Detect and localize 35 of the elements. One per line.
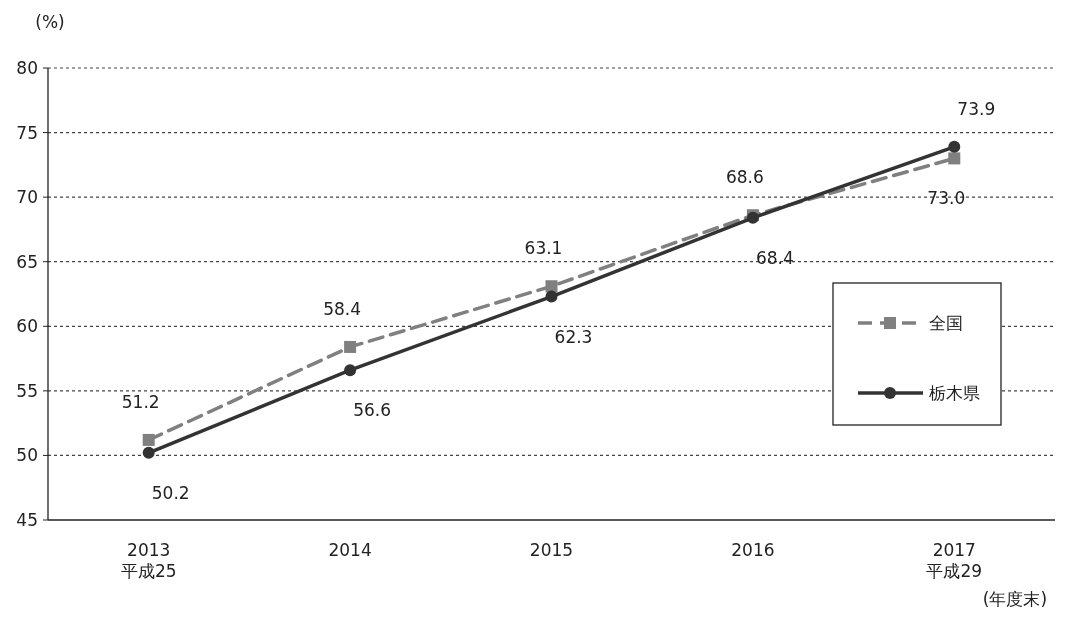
y-tick-label: 55 [16,380,38,401]
point [545,290,558,303]
x-tick-label: 2014 [328,540,372,560]
data-label: 73.0 [927,188,966,209]
y-tick-label: 75 [16,122,38,143]
data-label: 63.1 [524,238,563,259]
point [142,446,155,459]
data-label: 73.9 [957,98,996,119]
y-tick-label: 60 [16,316,38,337]
x-tick-label: 2015 [529,540,574,560]
legend-label: 全国 [929,313,963,333]
legend-label: 栃木県 [929,383,980,403]
data-label: 50.2 [151,482,190,503]
y-tick-label: 80 [16,58,38,78]
y-axis-title: (%) [35,12,65,32]
y-tick-label: 45 [16,510,38,530]
y-tick-label: 70 [16,187,38,208]
x-tick-label: 2013 平成25 [120,540,177,582]
point [948,140,961,153]
y-tick-label: 50 [16,445,38,466]
data-label: 58.4 [323,298,362,319]
data-label: 68.4 [755,247,794,268]
y-tick-label: 65 [16,251,38,272]
x-tick-label: 2017 平成29 [926,540,983,582]
data-label: 56.6 [353,400,392,421]
point [142,433,155,446]
data-label: 51.2 [121,391,160,412]
point [344,364,357,377]
x-axis-title: (年度末) [982,589,1048,609]
x-tick-label: 2016 [731,540,775,560]
point [344,340,357,353]
data-label: 62.3 [554,326,593,347]
point [545,280,558,293]
point [948,152,961,165]
data-label: 68.6 [725,167,764,188]
